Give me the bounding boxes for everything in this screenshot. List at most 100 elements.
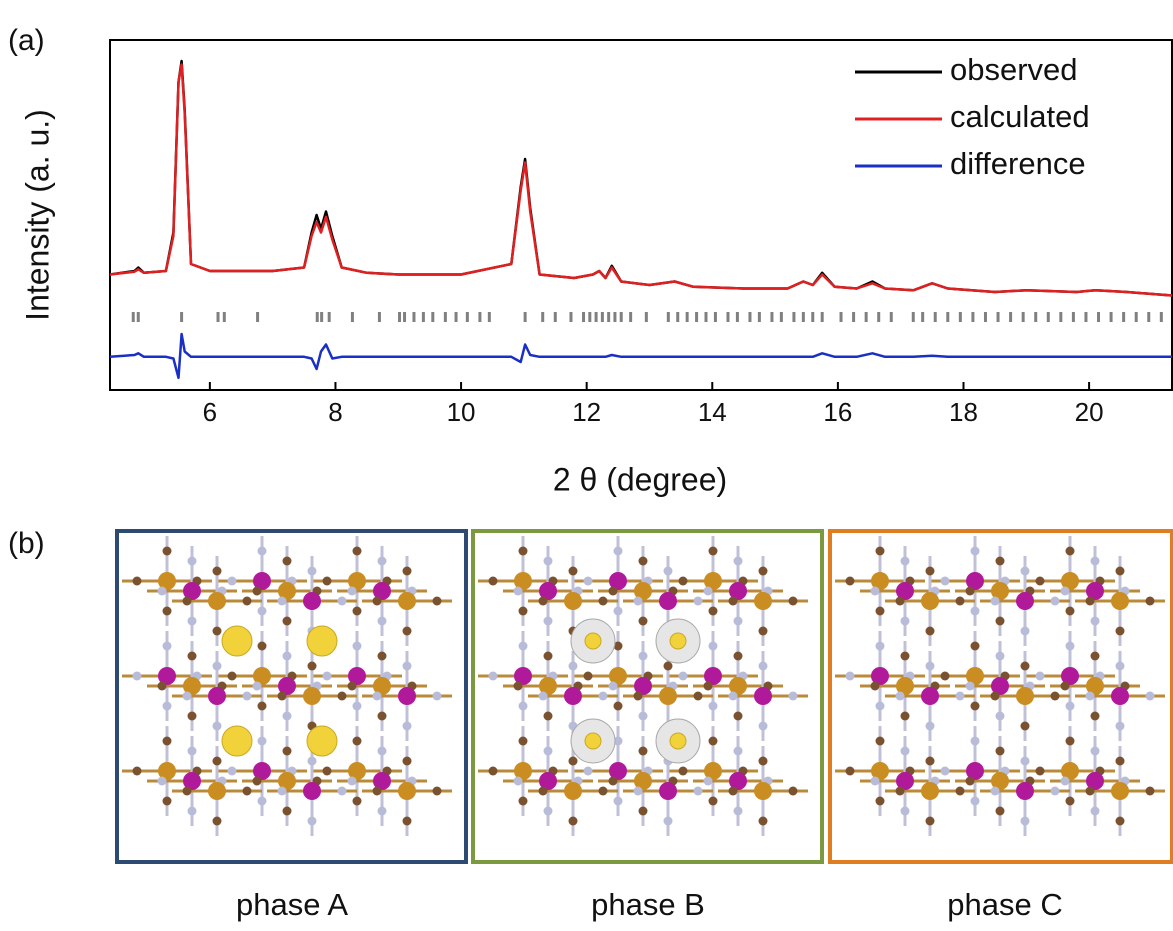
data-line (110, 334, 1172, 378)
atom (243, 787, 252, 796)
atom (338, 787, 347, 796)
atom (956, 597, 965, 606)
atom (639, 617, 648, 626)
atom (213, 627, 222, 636)
atom (729, 787, 738, 796)
x-tick-label: 16 (823, 397, 852, 427)
atom (1146, 787, 1155, 796)
atom (971, 797, 980, 806)
x-tick-label: 12 (572, 397, 601, 427)
atom (734, 712, 743, 721)
atom (353, 737, 362, 746)
atom (539, 597, 548, 606)
atom (846, 767, 855, 776)
atom (303, 782, 321, 800)
atom (876, 607, 885, 616)
guest (307, 626, 337, 656)
atom (1061, 777, 1070, 786)
guest (670, 733, 686, 749)
atom (1061, 587, 1070, 596)
atom (303, 592, 321, 610)
atom (323, 767, 332, 776)
atom (258, 607, 267, 616)
atom (403, 567, 412, 576)
atom (609, 587, 618, 596)
atom (639, 652, 648, 661)
structure-label: phase A (236, 887, 348, 922)
atom (971, 702, 980, 711)
atom (734, 747, 743, 756)
atom (213, 722, 222, 731)
atom (734, 557, 743, 566)
atom (1036, 672, 1045, 681)
atom (901, 557, 910, 566)
atom (213, 757, 222, 766)
atom (403, 722, 412, 731)
atom (353, 547, 362, 556)
atom (1091, 747, 1100, 756)
atom (398, 592, 416, 610)
atom (208, 782, 226, 800)
atom (1086, 787, 1095, 796)
atom (709, 702, 718, 711)
atom (243, 597, 252, 606)
atom (846, 577, 855, 586)
atom (679, 672, 688, 681)
atom (378, 557, 387, 566)
atom (308, 817, 317, 826)
atom (729, 597, 738, 606)
atom (599, 787, 608, 796)
atom (514, 682, 523, 691)
atom (283, 557, 292, 566)
atom (941, 767, 950, 776)
atom (871, 777, 880, 786)
atom (1091, 712, 1100, 721)
atom (188, 747, 197, 756)
atom (1066, 642, 1075, 651)
atom (991, 787, 1000, 796)
atom (694, 787, 703, 796)
atom (519, 797, 528, 806)
structure-label: phase B (591, 887, 705, 922)
atom (966, 777, 975, 786)
atom (539, 692, 548, 701)
atom (709, 607, 718, 616)
atom (403, 757, 412, 766)
atom (1116, 627, 1125, 636)
atom (896, 787, 905, 796)
atom (158, 682, 167, 691)
atom (754, 592, 772, 610)
atom (991, 597, 1000, 606)
atom (876, 642, 885, 651)
atom (996, 712, 1005, 721)
atom (323, 577, 332, 586)
atom (564, 592, 582, 610)
atom (639, 712, 648, 721)
atom (1016, 687, 1034, 705)
atom (1116, 722, 1125, 731)
atom (734, 652, 743, 661)
atom (926, 567, 935, 576)
atom (971, 737, 980, 746)
atom (709, 737, 718, 746)
atom (1051, 597, 1060, 606)
atom (876, 547, 885, 556)
atom (871, 682, 880, 691)
atom (1016, 592, 1034, 610)
atom (1086, 597, 1095, 606)
atom (544, 617, 553, 626)
legend-label: calculated (950, 99, 1090, 134)
atom (398, 782, 416, 800)
atom (378, 712, 387, 721)
atom (659, 687, 677, 705)
atom (353, 642, 362, 651)
atom (1036, 577, 1045, 586)
atom (1111, 592, 1129, 610)
atom (704, 777, 713, 786)
atom (966, 682, 975, 691)
atom (639, 747, 648, 756)
atom (569, 757, 578, 766)
atom (896, 597, 905, 606)
guest (585, 733, 601, 749)
atom (789, 692, 798, 701)
